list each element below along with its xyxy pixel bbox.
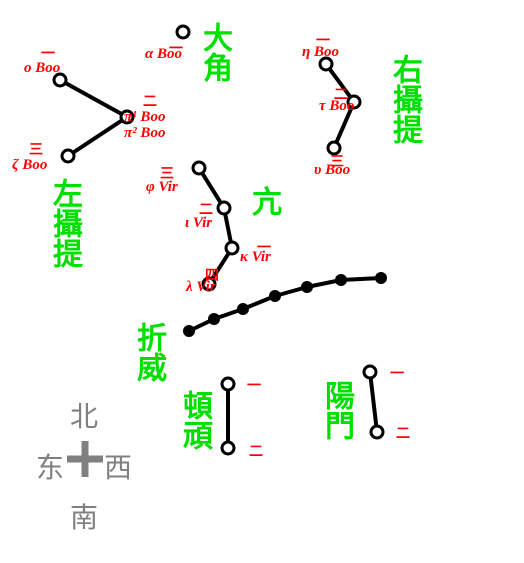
star-zw3 [237, 303, 249, 315]
kang-edge [203, 174, 221, 202]
constellation-label-dunwan: 頓頑 [178, 390, 211, 450]
kang-star-desig-2: κ Vir [240, 250, 271, 265]
zuosheti-starnum-1: 二 [143, 96, 157, 110]
star-dw1 [222, 378, 234, 390]
yousheti-star-desig-0: η Boo [302, 45, 339, 60]
star-ym2 [371, 426, 383, 438]
star-chart-canvas [0, 0, 524, 563]
compass-east: 东 [36, 446, 64, 486]
zuosheti-star-desig-1: π¹ Boo [124, 110, 165, 125]
compass-west: 西 [104, 446, 132, 486]
yangmen-starnum-1: 二 [396, 428, 410, 442]
zuosheti-star-desig-2: π² Boo [124, 126, 165, 141]
dunwan-starnum-1: 二 [249, 446, 263, 460]
kang-star-desig-0: φ Vir [146, 180, 178, 195]
kang-star-desig-1: ι Vir [185, 216, 212, 231]
compass-south: 南 [70, 496, 98, 536]
star-zw2 [208, 313, 220, 325]
star-phi-vir [193, 162, 205, 174]
zuosheti-edge [74, 121, 121, 152]
dunwan-starnum-0: 一 [247, 380, 261, 394]
zuosheti-star-desig-3: ζ Boo [12, 158, 47, 173]
constellation-label-yousheti: 右攝提 [388, 54, 421, 144]
star-zw4 [269, 290, 281, 302]
yousheti-star-desig-1: τ Boo [319, 99, 354, 114]
kang-edge [225, 215, 230, 241]
star-ym1 [364, 366, 376, 378]
star-kappa-vir [226, 242, 238, 254]
constellation-label-dajiao: 大角 [198, 22, 231, 82]
dajiao-star-desig-0: α Boo [145, 47, 182, 62]
kang-star-desig-3: λ Vir [186, 280, 216, 295]
constellation-label-zuosheti: 左攝提 [48, 178, 81, 268]
star-dw2 [222, 442, 234, 454]
star-zeta-boo [62, 150, 74, 162]
compass-north: 北 [70, 395, 98, 435]
yangmen-edge [371, 379, 376, 425]
constellation-label-zhewei: 折威 [132, 322, 165, 382]
star-zw1 [183, 325, 195, 337]
zuosheti-starnum-3: 三 [29, 144, 43, 158]
constellation-label-yangmen: 陽門 [320, 380, 353, 440]
zuosheti-edge [66, 83, 121, 113]
star-ups-boo [328, 142, 340, 154]
star-zw6 [335, 274, 347, 286]
constellation-label-kang: 亢 [247, 186, 280, 216]
zhewei-edge [341, 278, 381, 280]
star-zw5 [301, 281, 313, 293]
star-iota-vir [218, 202, 230, 214]
zuosheti-star-desig-0: o Boo [24, 61, 60, 76]
star-zw7 [375, 272, 387, 284]
yangmen-starnum-0: 一 [390, 368, 404, 382]
star-alpha-boo [177, 26, 189, 38]
yousheti-star-desig-2: υ Boo [314, 163, 350, 178]
